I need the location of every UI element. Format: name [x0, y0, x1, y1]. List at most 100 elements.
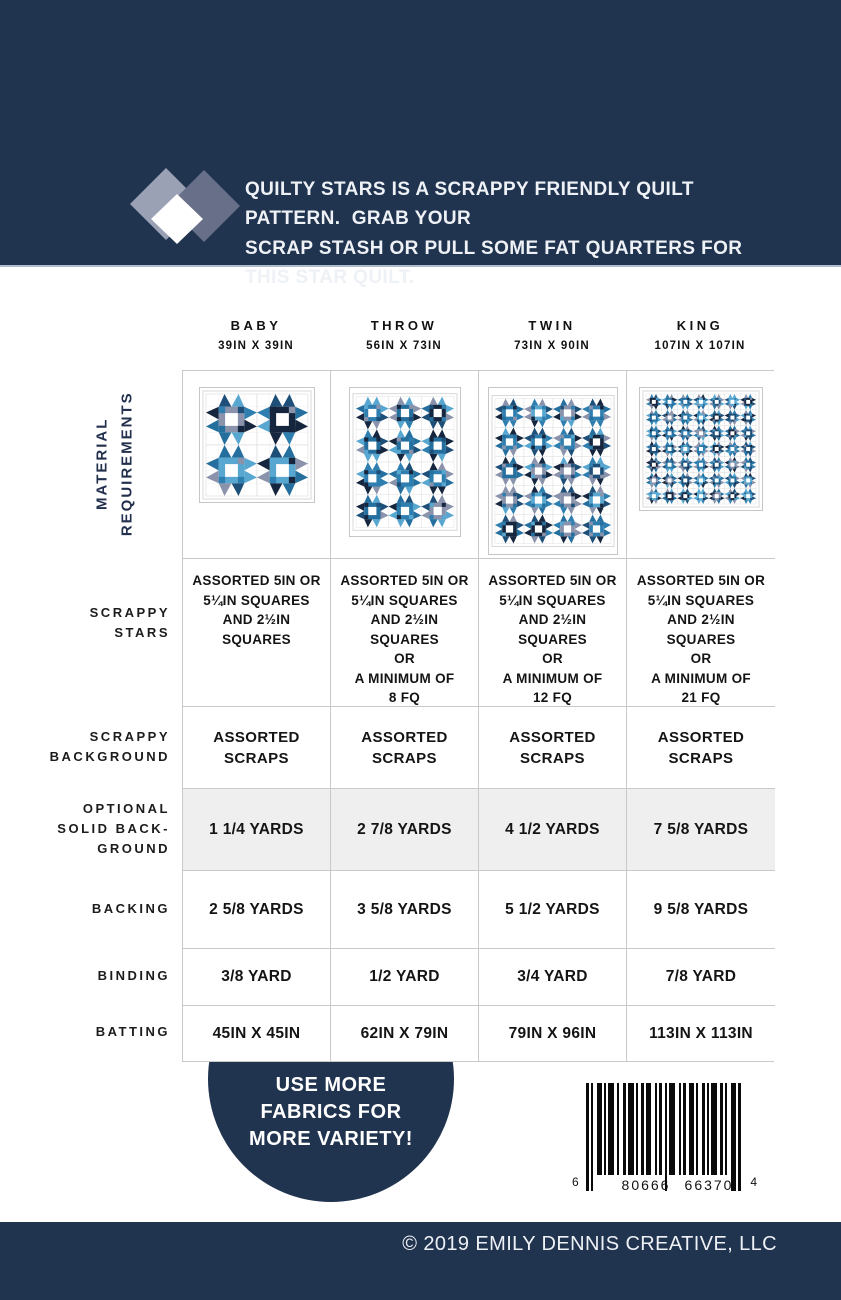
- quilt-preview-king: [627, 371, 775, 559]
- row-label-scrappy-stars: SCRAPPY STARS: [89, 604, 170, 640]
- tip-badge-text: USE MORE FABRICS FOR MORE VARIETY!: [249, 1074, 413, 1150]
- barcode-bar: [679, 1083, 681, 1175]
- barcode-bar: [702, 1083, 705, 1175]
- cell-scrappy-background-king: ASSORTED SCRAPS: [627, 707, 775, 789]
- cell-scrappy-stars-baby: ASSORTED 5IN OR 5¼IN SQUARES AND 2½IN SQ…: [183, 559, 331, 707]
- quilt-image: [487, 387, 618, 558]
- quilt-preview-baby: [183, 371, 331, 559]
- size-dimensions: 107IN X 107IN: [654, 340, 746, 352]
- cell-value: 2 5/8 YARDS: [209, 900, 304, 918]
- quilt-preview-throw: [331, 371, 479, 559]
- header-banner: QUILTY STARS IS A SCRAPPY FRIENDLY QUILT…: [0, 0, 841, 288]
- intro-text: QUILTY STARS IS A SCRAPPY FRIENDLY QUILT…: [245, 175, 785, 293]
- size-dimensions: 73IN X 90IN: [514, 340, 590, 352]
- barcode-bar: [738, 1083, 741, 1191]
- barcode-bar: [707, 1083, 709, 1175]
- cell-value: ASSORTED 5IN OR 5¼IN SQUARES AND 2½IN SQ…: [340, 573, 469, 706]
- column-header-twin: TWIN 73IN X 90IN: [478, 318, 626, 352]
- cell-value: 2 7/8 YARDS: [357, 820, 452, 838]
- copyright-text: © 2019 EMILY DENNIS CREATIVE, LLC: [402, 1233, 777, 1255]
- size-name: THROW: [370, 318, 438, 333]
- cell-value: 7 5/8 YARDS: [653, 820, 749, 838]
- barcode-bar: [696, 1083, 698, 1175]
- row-label-scrappy-background: SCRAPPY BACKGROUND: [49, 728, 170, 764]
- cell-value: ASSORTED SCRAPS: [657, 728, 745, 767]
- column-header-throw: THROW 56IN X 73IN: [330, 318, 478, 352]
- intro-line-2: SCRAP STASH OR PULL SOME FAT QUARTERS FO…: [245, 237, 749, 289]
- barcode-bar: [591, 1083, 593, 1191]
- barcode-bar: [646, 1083, 651, 1175]
- size-name: TWIN: [528, 318, 576, 333]
- barcode-bar: [623, 1083, 626, 1175]
- cell-scrappy-stars-twin: ASSORTED 5IN OR 5¼IN SQUARES AND 2½IN SQ…: [479, 559, 627, 707]
- cell-value: 7/8 YARD: [665, 968, 737, 985]
- cell-value: ASSORTED SCRAPS: [213, 728, 300, 767]
- quilt-preview-twin: [479, 371, 627, 559]
- column-header-king: KING 107IN X 107IN: [626, 318, 774, 352]
- barcode-bar: [689, 1083, 694, 1175]
- column-header-baby: BABY 39IN X 39IN: [182, 318, 330, 352]
- cell-value: ASSORTED SCRAPS: [361, 728, 448, 767]
- cell-value: 3/8 YARD: [221, 968, 292, 985]
- barcode-digit-right: 4: [750, 1175, 757, 1189]
- barcode-bar: [636, 1083, 638, 1175]
- barcode-bar: [659, 1083, 662, 1175]
- cell-value: ASSORTED 5IN OR 5¼IN SQUARES AND 2½IN SQ…: [636, 573, 766, 706]
- cell-value: 9 5/8 YARDS: [653, 900, 749, 918]
- upc-barcode: 6 80666 66370 4: [572, 1083, 757, 1205]
- cell-value: 113IN X 113IN: [649, 1024, 753, 1042]
- cell-backing-king: 9 5/8 YARDS: [627, 871, 775, 949]
- quilt-image: [639, 387, 763, 516]
- size-dimensions: 56IN X 73IN: [366, 340, 442, 352]
- intro-line-1: QUILTY STARS IS A SCRAPPY FRIENDLY QUILT…: [245, 179, 700, 230]
- barcode-bar: [604, 1083, 606, 1175]
- size-name: BABY: [230, 318, 282, 333]
- cell-backing-throw: 3 5/8 YARDS: [331, 871, 479, 949]
- barcode-bars: [586, 1083, 741, 1193]
- cell-value: ASSORTED 5IN OR 5¼IN SQUARES AND 2½IN SQ…: [192, 573, 321, 647]
- cell-scrappy-background-throw: ASSORTED SCRAPS: [331, 707, 479, 789]
- cell-batting-king: 113IN X 113IN: [627, 1006, 775, 1061]
- cell-value: 5 1/2 YARDS: [505, 900, 600, 918]
- cell-value: 1 1/4 YARDS: [209, 820, 304, 838]
- cell-value: 62IN X 79IN: [360, 1024, 449, 1042]
- cell-binding-king: 7/8 YARD: [627, 949, 775, 1006]
- cell-scrappy-background-baby: ASSORTED SCRAPS: [183, 707, 331, 789]
- cell-binding-baby: 3/8 YARD: [183, 949, 331, 1006]
- cell-scrappy-stars-throw: ASSORTED 5IN OR 5¼IN SQUARES AND 2½IN SQ…: [331, 559, 479, 707]
- barcode-bar: [617, 1083, 619, 1175]
- cell-batting-throw: 62IN X 79IN: [331, 1006, 479, 1061]
- cell-value: ASSORTED 5IN OR 5¼IN SQUARES AND 2½IN SQ…: [488, 573, 617, 706]
- row-label-binding: BINDING: [97, 968, 170, 984]
- material-requirements-label: MATERIAL REQUIREMENTS: [93, 391, 135, 537]
- material-requirements-label-wrap: MATERIAL REQUIREMENTS: [55, 370, 175, 558]
- barcode-bar: [683, 1083, 686, 1175]
- cell-scrappy-stars-king: ASSORTED 5IN OR 5¼IN SQUARES AND 2½IN SQ…: [627, 559, 775, 707]
- barcode-bar: [711, 1083, 717, 1175]
- barcode-bar: [669, 1083, 675, 1175]
- cell-solid-background-baby: 1 1/4 YARDS: [183, 789, 331, 871]
- cell-solid-background-twin: 4 1/2 YARDS: [479, 789, 627, 871]
- footer-bar: © 2019 EMILY DENNIS CREATIVE, LLC: [0, 1222, 841, 1300]
- barcode-digit-group2: 66370: [684, 1177, 734, 1193]
- cell-backing-baby: 2 5/8 YARDS: [183, 871, 331, 949]
- cell-backing-twin: 5 1/2 YARDS: [479, 871, 627, 949]
- cell-value: 79IN X 96IN: [508, 1024, 597, 1042]
- cell-binding-throw: 1/2 YARD: [331, 949, 479, 1006]
- row-label-backing: BACKING: [91, 900, 170, 916]
- barcode-digit-group1: 80666: [621, 1177, 671, 1193]
- size-name: KING: [676, 318, 724, 333]
- size-dimensions: 39IN X 39IN: [218, 340, 294, 352]
- quilt-image: [348, 387, 461, 542]
- barcode-digit-left: 6: [572, 1175, 579, 1189]
- cell-value: ASSORTED SCRAPS: [509, 728, 596, 767]
- cell-batting-baby: 45IN X 45IN: [183, 1006, 331, 1061]
- cell-batting-twin: 79IN X 96IN: [479, 1006, 627, 1061]
- barcode-bar: [597, 1083, 602, 1175]
- barcode-bar: [608, 1083, 614, 1175]
- barcode-bar: [641, 1083, 644, 1175]
- quilt-image: [198, 387, 315, 508]
- cell-solid-background-throw: 2 7/8 YARDS: [331, 789, 479, 871]
- heart-diamonds-logo-icon: [130, 168, 240, 244]
